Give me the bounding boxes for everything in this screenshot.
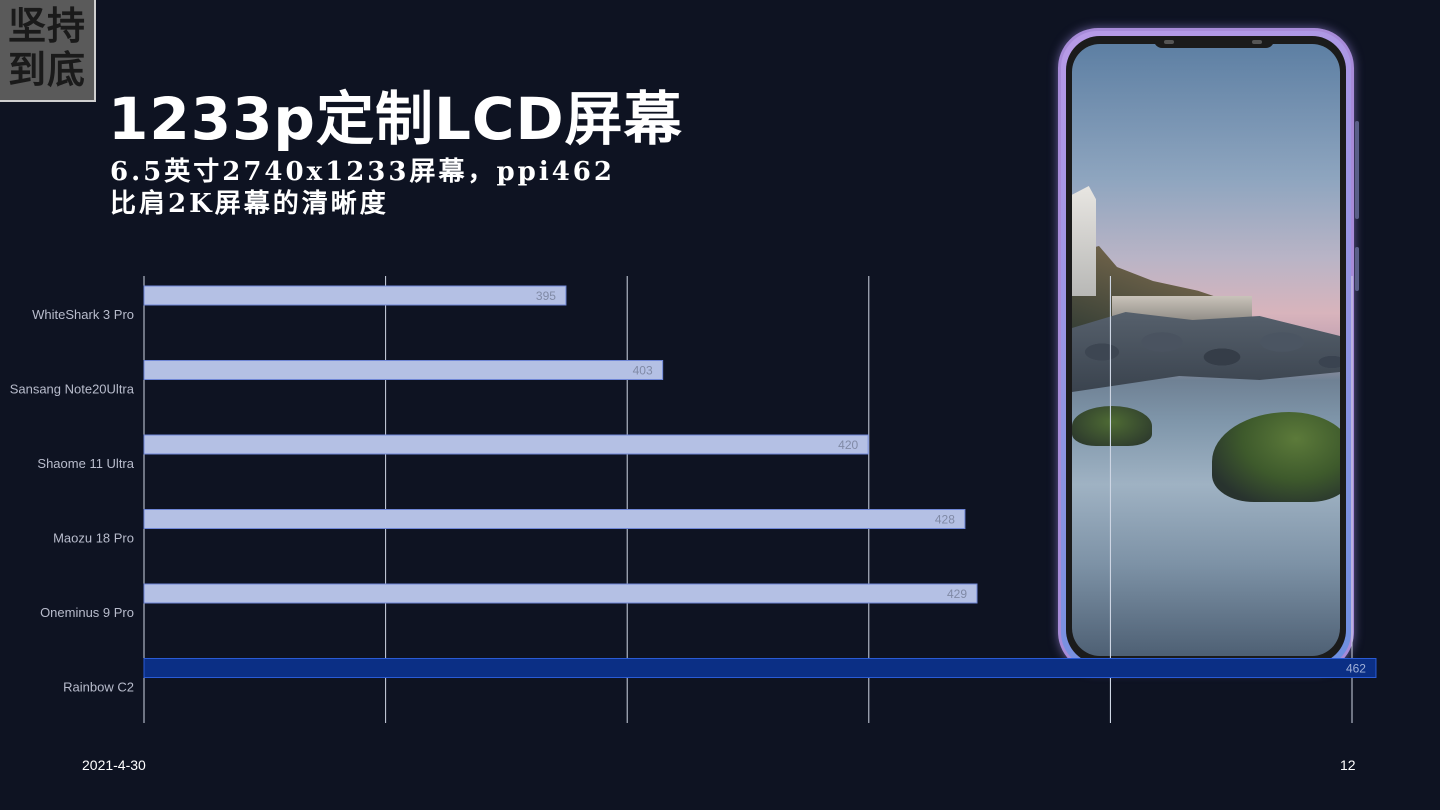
data-label-5: 462 bbox=[1346, 662, 1366, 676]
footer-page-number: 12 bbox=[1340, 757, 1356, 773]
moss-rock-right-shape bbox=[1212, 412, 1340, 502]
data-label-4: 429 bbox=[947, 587, 967, 601]
subtitle-line-1: 6.5英寸2740x1233屏幕，ppi462 bbox=[110, 157, 615, 187]
data-label-1: 403 bbox=[633, 364, 653, 378]
category-label-1: Sansang Note20Ultra bbox=[10, 382, 135, 397]
subtitle-line-2: 比肩2K屏幕的清晰度 bbox=[110, 189, 389, 219]
bar-1 bbox=[143, 360, 664, 380]
category-label-2: Shaome 11 Ultra bbox=[37, 456, 134, 471]
phone-bezel bbox=[1066, 36, 1346, 664]
category-label-4: Oneminus 9 Pro bbox=[40, 605, 134, 620]
logo-line-1: 坚持 bbox=[7, 3, 86, 48]
phone-screen-landscape bbox=[1072, 44, 1340, 656]
logo: 坚持 到底 bbox=[0, 0, 96, 102]
category-label-5: Rainbow C2 bbox=[63, 680, 134, 695]
data-label-3: 428 bbox=[935, 513, 955, 527]
bar-2 bbox=[143, 434, 869, 455]
phone-notch bbox=[1154, 36, 1274, 48]
category-label-3: Maozu 18 Pro bbox=[53, 531, 134, 546]
moss-rock-left-shape bbox=[1072, 406, 1152, 446]
footer-date: 2021-4-30 bbox=[82, 757, 146, 773]
bar-5 bbox=[143, 658, 1377, 678]
phone-side-button bbox=[1355, 121, 1359, 219]
data-label-2: 420 bbox=[838, 438, 858, 452]
sensor-icon bbox=[1252, 40, 1262, 44]
subtitle: 6.5英寸2740x1233屏幕，ppi462 比肩2K屏幕的清晰度 bbox=[110, 156, 615, 220]
phone-illustration bbox=[1058, 28, 1359, 672]
bar-4 bbox=[143, 583, 978, 604]
data-label-0: 395 bbox=[536, 289, 556, 303]
category-label-0: WhiteShark 3 Pro bbox=[32, 307, 134, 322]
page-title: 1233p定制LCD屏幕 bbox=[108, 85, 683, 153]
logo-line-2: 到底 bbox=[7, 47, 86, 92]
lighthouse-shape bbox=[1072, 186, 1096, 296]
bar-0 bbox=[143, 285, 567, 306]
camera-icon bbox=[1164, 40, 1174, 44]
bar-3 bbox=[143, 509, 966, 529]
phone-volume-button bbox=[1355, 247, 1359, 291]
